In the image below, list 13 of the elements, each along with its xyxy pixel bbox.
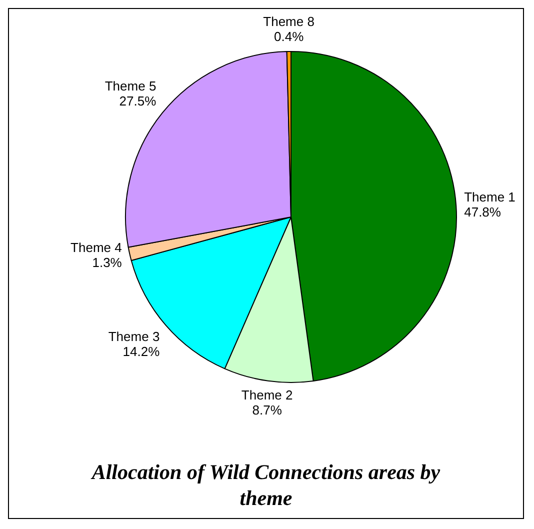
data-label: 1.3% [92,254,122,270]
slice-label: Theme 8 [263,14,314,30]
slice-label: Theme 1 [464,189,516,204]
slice-label: Theme 5 [104,78,156,94]
data-label: 27.5% [119,93,157,108]
data-label: 14.2% [122,344,160,359]
data-label: 0.4% [274,29,304,44]
slice-label: Theme 4 [70,240,122,255]
data-label: 8.7% [252,402,282,418]
slice-label: Theme 3 [108,328,160,344]
slice-label: Theme 2 [241,387,293,402]
data-label: 47.8% [464,204,502,220]
text: Allocation of Wild Connections areas by theme [90,459,442,511]
